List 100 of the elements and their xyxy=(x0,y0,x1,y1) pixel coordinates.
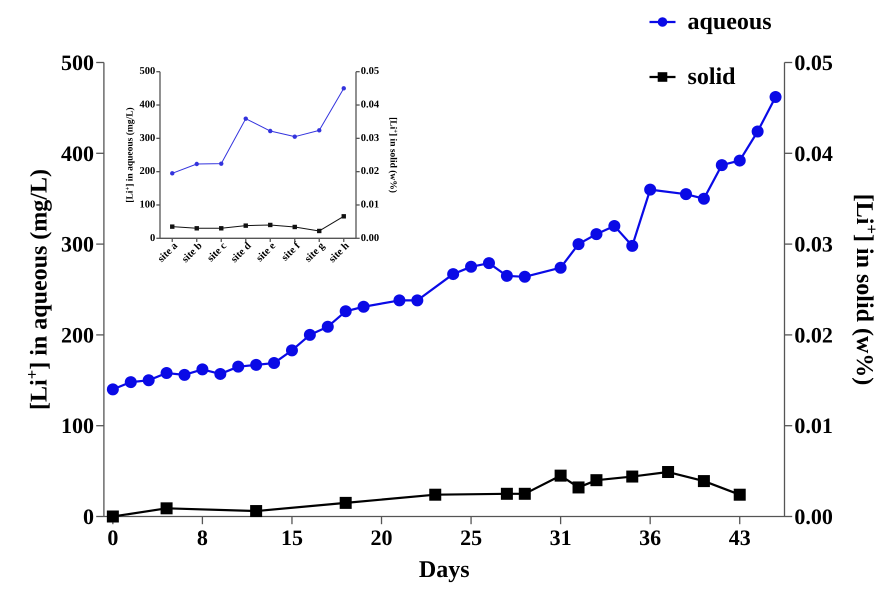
x-tick-label: 0 xyxy=(107,525,118,550)
point xyxy=(770,91,782,104)
point xyxy=(194,162,199,166)
point xyxy=(170,224,174,229)
x-tick-label: site e xyxy=(254,240,278,264)
point xyxy=(196,363,208,376)
point xyxy=(590,228,602,240)
x-tick-label: site h xyxy=(327,240,352,266)
y2-tick-label: 0.00 xyxy=(360,232,380,244)
point xyxy=(340,496,352,509)
point xyxy=(752,126,764,138)
point xyxy=(160,502,173,514)
y-tick-label: 300 xyxy=(61,232,94,257)
y-tick-label: 200 xyxy=(61,322,94,348)
y2-tick-label: 0.04 xyxy=(794,140,833,166)
point xyxy=(680,188,692,200)
point xyxy=(268,222,272,228)
x-tick-label: site d xyxy=(229,240,254,266)
y2-tick-label: 0.04 xyxy=(360,100,380,111)
point xyxy=(286,344,298,356)
x-tick-label: 8 xyxy=(196,525,208,550)
y2-tick-label: 0.01 xyxy=(794,413,833,438)
y2-tick-label: 0.05 xyxy=(360,66,380,78)
point xyxy=(734,154,746,167)
point xyxy=(572,481,585,494)
point xyxy=(716,159,728,172)
x-tick-label: 31 xyxy=(550,525,572,550)
point xyxy=(572,238,585,250)
x-tick-label: site c xyxy=(205,240,230,264)
point xyxy=(662,466,674,478)
point xyxy=(268,128,272,134)
point xyxy=(626,470,638,483)
x-tick-label: site a xyxy=(156,240,181,265)
point xyxy=(429,488,442,501)
point xyxy=(106,510,119,522)
y-tick-label: 0 xyxy=(150,232,156,244)
y-tick-label: 300 xyxy=(140,132,156,144)
point xyxy=(500,270,513,282)
y-tick-label: 400 xyxy=(61,140,94,166)
point xyxy=(124,376,137,388)
point xyxy=(317,228,322,234)
point xyxy=(482,257,495,270)
point xyxy=(244,116,248,121)
point xyxy=(518,270,531,283)
x-tick-label: site g xyxy=(303,240,328,265)
legend-label: solid xyxy=(688,64,736,90)
y-tick-label: 200 xyxy=(140,166,156,178)
y-tick-label: 100 xyxy=(140,199,156,210)
point xyxy=(608,220,620,232)
point xyxy=(214,368,226,380)
x-tick-label: 25 xyxy=(460,525,482,550)
point xyxy=(554,262,567,274)
point xyxy=(590,474,602,486)
x-tick-label: 20 xyxy=(370,525,393,550)
point xyxy=(342,86,346,91)
point xyxy=(698,192,710,205)
point xyxy=(411,294,424,306)
point xyxy=(447,268,460,280)
point xyxy=(304,328,316,341)
y-tick-label: 0 xyxy=(83,504,94,529)
point xyxy=(250,358,262,371)
y2-tick-label: 0.00 xyxy=(794,504,833,529)
point xyxy=(317,128,322,133)
point xyxy=(644,184,656,196)
legend-label: aqueous xyxy=(688,9,772,35)
y-tick-label: 400 xyxy=(140,100,156,111)
point xyxy=(160,367,173,380)
y2-tick-label: 0.03 xyxy=(360,132,380,144)
x-tick-label: 36 xyxy=(639,525,662,550)
point xyxy=(340,305,352,318)
point xyxy=(194,226,199,231)
point xyxy=(518,488,531,500)
point xyxy=(698,475,710,488)
x-tick-label: 43 xyxy=(728,525,751,550)
x-tick-label: site b xyxy=(180,240,205,266)
point xyxy=(734,488,746,501)
point xyxy=(358,300,370,313)
point xyxy=(106,383,119,396)
point xyxy=(554,470,567,482)
y-tick-label: 100 xyxy=(61,413,94,438)
point xyxy=(219,226,224,231)
y2-tick-label: 0.02 xyxy=(794,322,833,348)
point xyxy=(292,224,297,230)
point xyxy=(626,240,638,252)
point xyxy=(500,488,513,500)
point xyxy=(268,357,280,370)
point xyxy=(170,171,174,176)
point xyxy=(142,374,155,386)
y2-tick-label: 0.01 xyxy=(360,199,380,210)
y-tick-label: 500 xyxy=(61,50,94,75)
point xyxy=(393,294,406,306)
y-tick-label: 500 xyxy=(140,66,156,78)
point xyxy=(292,134,297,139)
x-tick-label: site f xyxy=(280,240,303,264)
y2-tick-label: 0.02 xyxy=(360,166,380,178)
point xyxy=(219,161,224,166)
point xyxy=(178,368,190,381)
point xyxy=(342,214,346,219)
point xyxy=(232,360,244,373)
point xyxy=(250,505,262,518)
